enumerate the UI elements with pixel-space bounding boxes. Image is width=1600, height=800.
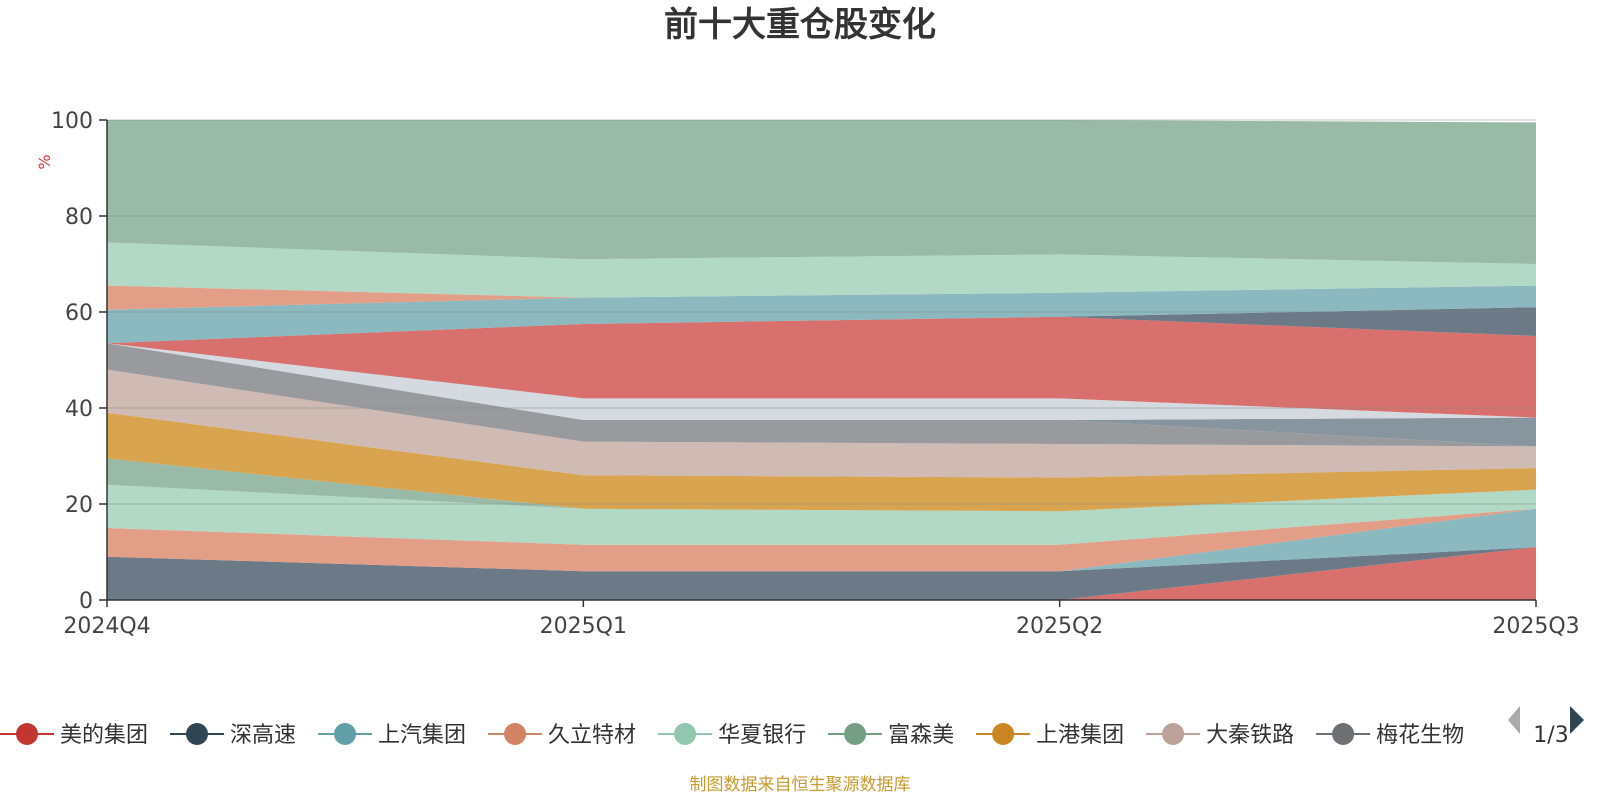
y-tick-label: 100 <box>51 109 93 134</box>
legend-label: 华夏银行 <box>718 723 806 748</box>
x-tick-label: 2024Q4 <box>63 614 150 639</box>
legend-prev-icon[interactable] <box>1508 706 1520 734</box>
legend-label: 美的集团 <box>60 723 148 748</box>
x-tick-label: 2025Q2 <box>1016 614 1103 639</box>
area-series-5 <box>107 458 1536 512</box>
legend-label: 富森美 <box>888 723 954 748</box>
y-tick-labels: 0 20 40 60 80 100 <box>51 109 107 614</box>
legend-pager: 1/3 <box>1508 706 1584 748</box>
legend-circle-icon <box>674 723 697 745</box>
area-series-14 <box>107 285 1536 344</box>
chart-title: 前十大重仓股变化 <box>664 5 936 45</box>
legend-circle-icon <box>16 723 38 745</box>
legend-label: 上汽集团 <box>378 723 466 748</box>
legend-item[interactable]: 上汽集团 <box>318 723 466 748</box>
y-tick-label: 60 <box>65 301 93 326</box>
legend-label: 大秦铁路 <box>1206 723 1294 748</box>
legend-item[interactable]: 大秦铁路 <box>1146 723 1294 748</box>
legend-label: 久立特材 <box>548 723 636 748</box>
y-tick-label: 40 <box>65 397 93 422</box>
area-series-7 <box>107 369 1536 478</box>
y-tick-label: 0 <box>79 589 93 614</box>
area-series-9 <box>107 343 1536 447</box>
legend-circle-icon <box>992 723 1015 745</box>
area-series-1 <box>107 547 1536 600</box>
plot-areas <box>107 120 1536 600</box>
legend: 美的集团 深高速 上汽集团 久立特材 华夏银行 富森美 上港集团 大秦铁路 梅花生物 1/3 <box>0 706 1584 748</box>
area-series-0 <box>107 547 1536 600</box>
area-series-3 <box>107 508 1536 572</box>
legend-item[interactable]: 上港集团 <box>976 723 1124 748</box>
legend-item[interactable]: 梅花生物 <box>1316 723 1464 748</box>
y-tick-label: 80 <box>65 205 93 230</box>
area-series-13 <box>107 307 1536 344</box>
area-series-17 <box>107 120 1536 264</box>
area-series-15 <box>107 285 1536 310</box>
x-tick-label: 2025Q1 <box>540 614 627 639</box>
y-axis-label: % <box>35 154 54 169</box>
source-note: 制图数据来自恒生聚源数据库 <box>690 775 911 795</box>
legend-circle-icon <box>504 723 527 745</box>
area-series-11 <box>107 343 1536 420</box>
axes <box>106 120 1536 601</box>
area-series-4 <box>107 484 1536 545</box>
legend-circle-icon <box>844 723 867 745</box>
area-series-6 <box>107 412 1536 512</box>
x-tick-label: 2025Q3 <box>1492 614 1579 639</box>
legend-next-icon[interactable] <box>1570 706 1584 734</box>
legend-circle-icon <box>1332 723 1355 745</box>
legend-circle-icon <box>1162 723 1185 745</box>
area-series-16 <box>107 242 1536 298</box>
legend-label: 梅花生物 <box>1376 723 1464 748</box>
legend-item[interactable]: 久立特材 <box>488 723 636 748</box>
legend-label: 上港集团 <box>1036 723 1124 748</box>
grid-lines <box>107 119 1536 505</box>
legend-page-label: 1/3 <box>1533 723 1568 748</box>
x-tick-labels: 2024Q4 2025Q1 2025Q2 2025Q3 <box>63 600 1580 639</box>
legend-item[interactable]: 富森美 <box>828 723 954 748</box>
y-tick-label: 20 <box>65 493 93 518</box>
legend-label: 深高速 <box>230 723 296 748</box>
legend-item[interactable]: 华夏银行 <box>658 723 806 748</box>
legend-item[interactable]: 美的集团 <box>0 723 148 748</box>
legend-circle-icon <box>334 723 357 745</box>
legend-item[interactable]: 深高速 <box>170 723 296 748</box>
legend-circle-icon <box>186 723 209 745</box>
area-series-12 <box>107 316 1536 418</box>
area-series-10 <box>107 343 1536 447</box>
